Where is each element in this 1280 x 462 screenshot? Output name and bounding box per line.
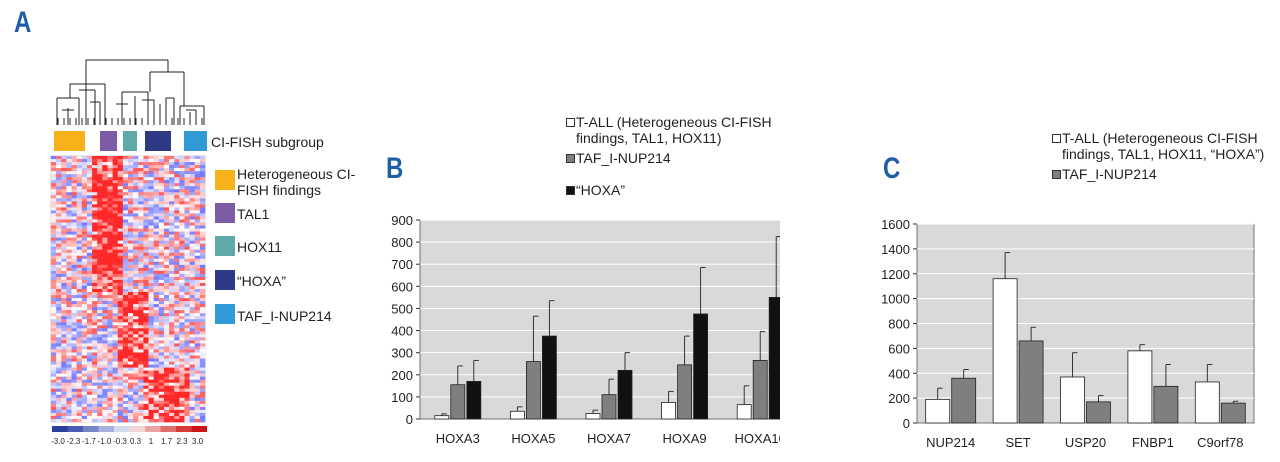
x-tick-label: HOXA7 [587,431,631,446]
bar [693,313,709,420]
heatmap [51,156,206,423]
group-label-hoxa: “HOXA” [237,273,286,289]
bar [677,364,693,420]
group-swatch-taf [215,304,235,324]
group-swatch-hoxa [215,270,235,290]
x-tick-label: HOXA9 [663,431,707,446]
y-tick-label: 1400 [881,242,910,257]
x-tick-label: HOXA3 [436,431,480,446]
legend-b-label-taf: TAF_I-NUP214 [576,150,671,166]
x-tick-label: USP20 [1065,435,1106,450]
x-tick-label: FNBP1 [1132,435,1174,450]
y-tick-label: 1200 [881,267,910,282]
bar [509,410,525,420]
subgroup-bar [54,131,207,151]
x-tick-label: C9orf78 [1197,435,1243,450]
chart-nup214-expression: 0 200 400 600 800 1000 1200 1400 1600 NUP214 SET US… [881,217,1255,450]
bar [525,361,541,420]
y-tick-label: 600 [391,279,413,294]
panel-letter-c: C [883,152,901,185]
bar [1086,401,1111,424]
group-label-hox11: HOX11 [237,239,282,255]
scale-label: -3.0 [51,437,65,446]
color-scale [52,426,207,432]
bar [1127,350,1153,424]
dendrogram [56,59,205,125]
y-tick-label: 700 [391,257,413,272]
legend-b-label-tall: T-ALL (Heterogeneous CI-FISH findings, T… [576,114,772,146]
y-tick-label: 300 [391,346,413,361]
subgroup-label: CI-FISH subgroup [211,134,324,150]
y-tick-label: 800 [888,317,910,332]
y-tick-label: 600 [888,341,910,356]
scale-label: -0.3 [113,437,127,446]
bar [661,402,677,420]
group-swatch-heterogeneous [215,170,235,190]
x-tick-label: NUP214 [926,435,975,450]
y-tick-label: 200 [888,391,910,406]
group-swatch-tal1 [215,203,235,223]
bar [601,394,617,420]
legend-b-swatch-hoxa [566,186,575,195]
heatmap-panel: -3.0 -2.3 -1.7 -1.0 -0.3 0.3 1 1.7 2.3 3.0 [50,59,207,446]
legend-b-label-hoxa: “HOXA” [576,182,625,198]
legend-c-label-tall: T-ALL (Heterogeneous CI-FISH findings, T… [1062,130,1265,162]
bar [1220,402,1246,424]
scale-label: 0.3 [130,437,142,446]
y-tick-label: 200 [391,368,413,383]
bar [925,398,951,424]
chart-hoxa-expression: 0 100 200 300 400 500 600 700 800 900 HOXA3 HOXA5 HO… [391,213,780,446]
bar [951,377,977,424]
scale-label: -1.0 [98,437,112,446]
panel-letter-a: A [14,6,32,39]
bar [466,381,482,420]
x-tick-label: HOXA5 [511,431,555,446]
y-tick-label: 400 [391,324,413,339]
scale-label: 1.7 [161,437,173,446]
y-tick-label: 900 [391,213,413,228]
group-label-heterogeneous: Heterogeneous CI-FISH findings [237,166,356,198]
bar [992,278,1018,424]
scale-label: -1.7 [82,437,96,446]
group-label-tal1: TAL1 [237,206,270,222]
bar [1018,340,1044,424]
color-scale-labels: -3.0 -2.3 -1.7 -1.0 -0.3 0.3 1 1.7 2.3 3.0 [51,437,204,446]
bar [752,360,768,420]
group-swatch-hox11 [215,236,235,256]
group-label-taf: TAF_I-NUP214 [237,308,332,324]
bar [450,384,466,420]
x-tick-label: SET [1005,435,1030,450]
bar [1194,381,1220,424]
bar [736,404,752,420]
legend-c-swatch-tall [1052,134,1061,143]
y-tick-label: 1600 [881,217,910,232]
bar [541,335,557,420]
legend-b-swatch-taf [566,154,575,163]
y-tick-label: 500 [391,301,413,316]
scale-label: 3.0 [192,437,204,446]
y-tick-label: 0 [406,412,413,427]
y-tick-label: 0 [903,416,910,431]
y-tick-label: 800 [391,235,413,250]
bar [1060,376,1085,424]
y-tick-label: 400 [888,366,910,381]
legend-c-label-taf: TAF_I-NUP214 [1062,166,1157,182]
scale-label: -2.3 [67,437,81,446]
scale-label: 2.3 [176,437,188,446]
scale-label: 1 [149,437,154,446]
legend-b-swatch-tall [566,118,575,127]
y-tick-label: 100 [391,390,413,405]
bar [617,369,633,420]
bar [585,413,601,420]
y-tick-label: 1000 [881,292,910,307]
panel-letter-b: B [386,152,404,185]
bar [434,415,450,420]
legend-c-swatch-taf [1052,170,1061,179]
bar [768,296,780,420]
bar [1153,385,1179,424]
